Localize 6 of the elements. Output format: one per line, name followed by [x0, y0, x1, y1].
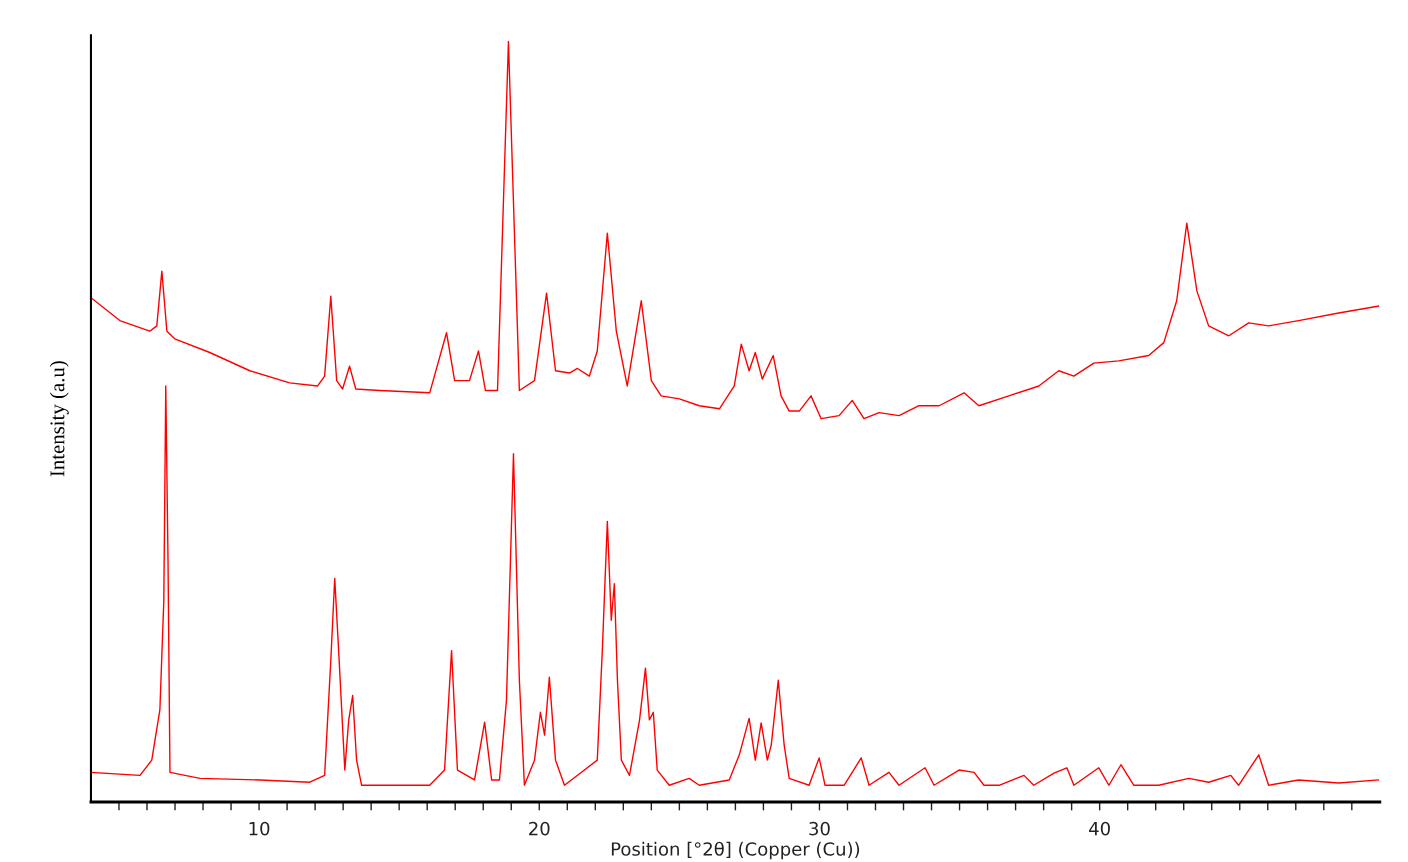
x-axis-title: Position [°2θ] (Copper (Cu)): [611, 841, 860, 860]
y-axis-title: Intensity (a.u): [49, 361, 69, 477]
x-tick-label: 30: [809, 821, 830, 836]
x-tick-label: 20: [529, 821, 550, 836]
x-tick-label: 10: [249, 821, 270, 836]
x-tick-label: 40: [1089, 821, 1110, 836]
